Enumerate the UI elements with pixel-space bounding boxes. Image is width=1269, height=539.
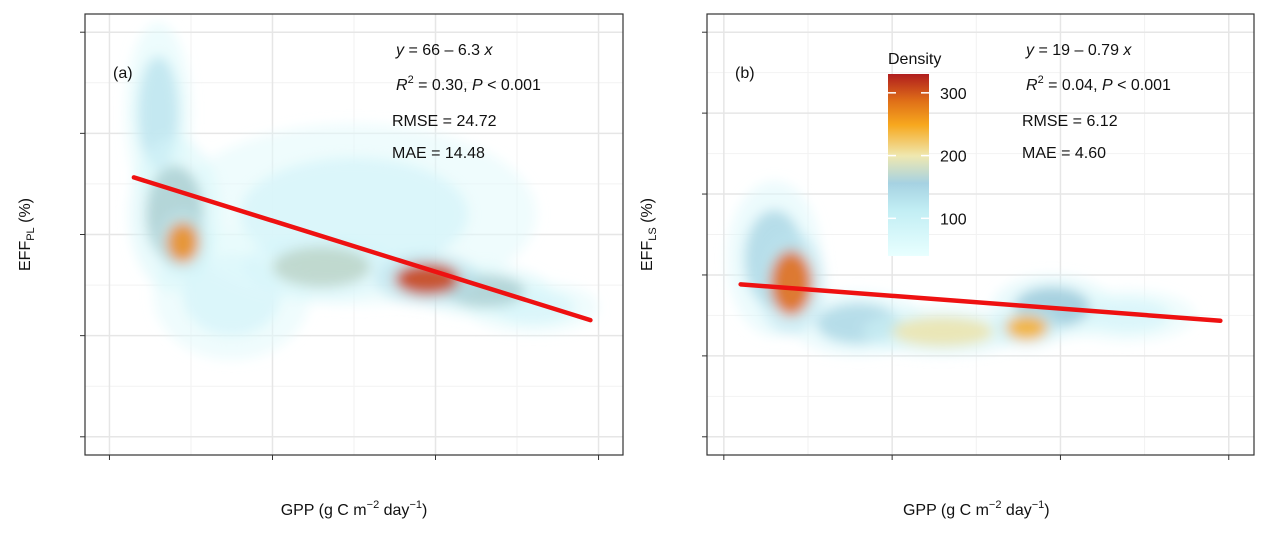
density-legend: Density 100 200 300 [888,51,967,256]
density-cluster [166,222,200,263]
mae-label: MAE = 14.48 [392,145,485,162]
regression-line [738,282,1223,324]
y-axis-label: EFFLS (%) [639,198,659,271]
panel-label: (b) [735,65,755,82]
mae-label: MAE = 4.60 [1022,145,1106,162]
regression-line [131,175,593,323]
density-cloud [125,22,599,360]
panel-a: GPP (g C m−2 day−1) EFFPL (%) (a) y = 66 – … [17,13,624,519]
density-cloud [727,181,1196,356]
density-cluster [394,262,460,296]
x-axis-label: GPP (g C m−2 day−1) [903,499,1050,519]
density-cluster [272,246,371,288]
plot-border [706,13,1255,456]
density-cluster [892,317,994,347]
panel-b: GPP (g C m−2 day−1) EFFLS (%) (b) y = 19 – … [639,13,1255,519]
legend-title: Density [888,51,941,68]
legend-tick-label: 200 [940,149,967,166]
density-cluster [770,250,813,316]
legend-tick-label: 300 [940,86,967,103]
rmse-label: RMSE = 24.72 [392,113,497,130]
r-squared-p-value: R2 = 0.30, P < 0.001 [396,74,541,94]
x-axis-label: GPP (g C m−2 day−1) [281,499,428,519]
rmse-label: RMSE = 6.12 [1022,113,1118,130]
y-axis-label: EFFPL (%) [17,198,37,271]
panel-label: (a) [113,65,133,82]
r-squared-p-value: R2 = 0.04, P < 0.001 [1026,74,1171,94]
density-cluster [1005,315,1048,340]
legend-colorbar [888,74,929,256]
fit-equation: y = 66 – 6.3 x [395,42,494,59]
legend-tick-label: 100 [940,211,967,228]
fit-equation: y = 19 – 0.79 x [1025,42,1132,59]
